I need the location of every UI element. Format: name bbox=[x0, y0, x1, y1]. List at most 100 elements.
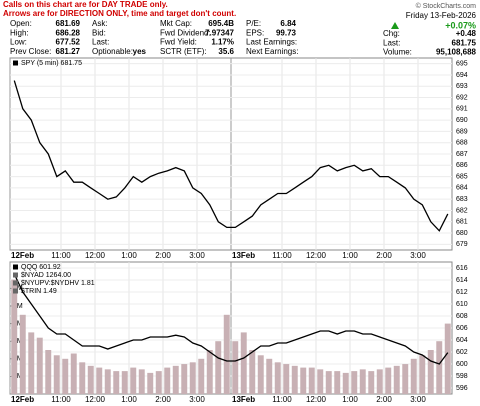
volume-bar bbox=[19, 314, 26, 394]
legend-label: $TRIN 1.49 bbox=[21, 288, 57, 295]
volume-bar bbox=[308, 367, 315, 394]
volume-bar bbox=[189, 362, 196, 394]
notice: Arrows are for DIRECTION ONLY, time and … bbox=[3, 9, 236, 18]
volume-bar bbox=[130, 367, 137, 394]
field-value: 1.17% bbox=[211, 38, 234, 47]
volume-bar bbox=[291, 365, 298, 394]
x-tick-label: 12:00 bbox=[306, 395, 327, 404]
y-tick-label: 695 bbox=[456, 60, 468, 67]
x-tick-label: 1:00 bbox=[121, 251, 137, 260]
volume-bar bbox=[96, 367, 103, 394]
volume-bar bbox=[215, 341, 222, 394]
field-label: Chg: bbox=[383, 29, 400, 38]
x-tick-label: 2:00 bbox=[376, 251, 392, 260]
volume-bar bbox=[393, 365, 400, 394]
y-tick-label: 682 bbox=[456, 207, 468, 214]
y-tick-label: 691 bbox=[456, 106, 468, 113]
volume-bar bbox=[359, 369, 366, 394]
y-tick-label: 598 bbox=[456, 373, 468, 380]
y-tick-label: 4M bbox=[13, 320, 23, 327]
volume-bar bbox=[181, 364, 188, 394]
volume-bar bbox=[53, 355, 60, 394]
field-label: Open: bbox=[10, 19, 32, 28]
volume-bar bbox=[283, 364, 290, 394]
y-tick-label: 614 bbox=[456, 277, 468, 284]
field-label: Next Earnings: bbox=[246, 47, 298, 56]
x-tick-label: 11:00 bbox=[51, 251, 71, 260]
volume-bar bbox=[427, 350, 434, 394]
field-value: +0.48 bbox=[456, 29, 477, 38]
field-label: P/E: bbox=[246, 19, 261, 28]
x-tick-label: 12:00 bbox=[306, 251, 327, 260]
volume-bar bbox=[138, 369, 145, 394]
y-tick-label: 680 bbox=[456, 230, 468, 237]
y-tick-label: 608 bbox=[456, 313, 468, 320]
volume-bar bbox=[410, 358, 417, 394]
volume-bar bbox=[11, 279, 18, 394]
volume-bar bbox=[36, 337, 43, 394]
x-tick-label: 1:00 bbox=[121, 395, 137, 404]
y-tick-label: 688 bbox=[456, 140, 468, 147]
volume-bar bbox=[376, 369, 383, 394]
legend-label: $NYAD 1264.00 bbox=[21, 272, 71, 279]
notice: Calls on this chart are for DAY TRADE on… bbox=[3, 0, 168, 9]
y-tick-label: 685 bbox=[456, 173, 468, 180]
volume-bar bbox=[113, 371, 120, 394]
x-tick-label: 11:00 bbox=[272, 395, 292, 404]
y-tick-label: 686 bbox=[456, 162, 468, 169]
x-tick-label: 11:00 bbox=[51, 395, 71, 404]
volume-bar bbox=[79, 362, 86, 394]
legend-swatch bbox=[13, 288, 18, 294]
legend-swatch bbox=[13, 264, 18, 270]
volume-bar bbox=[300, 367, 307, 394]
price-line bbox=[13, 80, 449, 232]
field-value: 7.97347 bbox=[205, 28, 234, 37]
y-tick-label: 692 bbox=[456, 94, 468, 101]
volume-bar bbox=[206, 350, 213, 394]
y-tick-label: 679 bbox=[456, 241, 468, 248]
x-tick-label: 11:00 bbox=[272, 251, 292, 260]
field-value: 681.27 bbox=[56, 47, 81, 56]
volume-bar bbox=[351, 371, 358, 394]
field-label: Ask: bbox=[92, 19, 108, 28]
volume-bar bbox=[342, 372, 349, 394]
y-tick-label: 602 bbox=[456, 349, 468, 356]
volume-bar bbox=[419, 355, 426, 394]
volume-bar bbox=[402, 364, 409, 394]
legend-swatch bbox=[13, 60, 18, 66]
field-value: 6.84 bbox=[280, 19, 296, 28]
x-tick-label: 12:00 bbox=[85, 395, 106, 404]
field-value: 686.28 bbox=[56, 28, 81, 37]
price-line bbox=[13, 273, 449, 365]
volume-bar bbox=[385, 367, 392, 394]
volume-bar bbox=[164, 367, 171, 394]
up-arrow bbox=[391, 22, 399, 29]
field-value: 677.52 bbox=[56, 38, 81, 47]
field-label: Last Earnings: bbox=[246, 38, 297, 47]
y-tick-label: 612 bbox=[456, 289, 468, 296]
y-tick-label: 681 bbox=[456, 219, 468, 226]
volume-bar bbox=[317, 369, 324, 394]
x-tick-label: 12:00 bbox=[85, 251, 106, 260]
y-tick-label: 610 bbox=[456, 301, 468, 308]
volume-bar bbox=[223, 314, 230, 394]
x-tick-label: 12Feb bbox=[11, 395, 34, 404]
volume-bar bbox=[104, 369, 111, 394]
y-tick-label: 694 bbox=[456, 72, 468, 79]
field-label: Volume: bbox=[383, 48, 412, 57]
legend-label: $NYUPV:$NYDHV 1.81 bbox=[21, 280, 95, 287]
volume-bar bbox=[198, 358, 205, 394]
volume-bar bbox=[325, 371, 332, 394]
volume-bar bbox=[444, 323, 451, 394]
y-tick-label: 604 bbox=[456, 337, 468, 344]
x-tick-label: 2:00 bbox=[155, 251, 171, 260]
field-value: 695.4B bbox=[208, 19, 234, 28]
x-tick-label: 3:00 bbox=[189, 251, 205, 260]
y-tick-label: 690 bbox=[456, 117, 468, 124]
field-label: Fwd Yield: bbox=[160, 38, 197, 47]
x-tick-label: 13Feb bbox=[232, 251, 255, 260]
x-tick-label: 1:00 bbox=[342, 251, 358, 260]
legend-swatch bbox=[13, 272, 18, 278]
legend-label: QQQ 601.92 bbox=[21, 264, 61, 271]
volume-bar bbox=[266, 358, 273, 394]
